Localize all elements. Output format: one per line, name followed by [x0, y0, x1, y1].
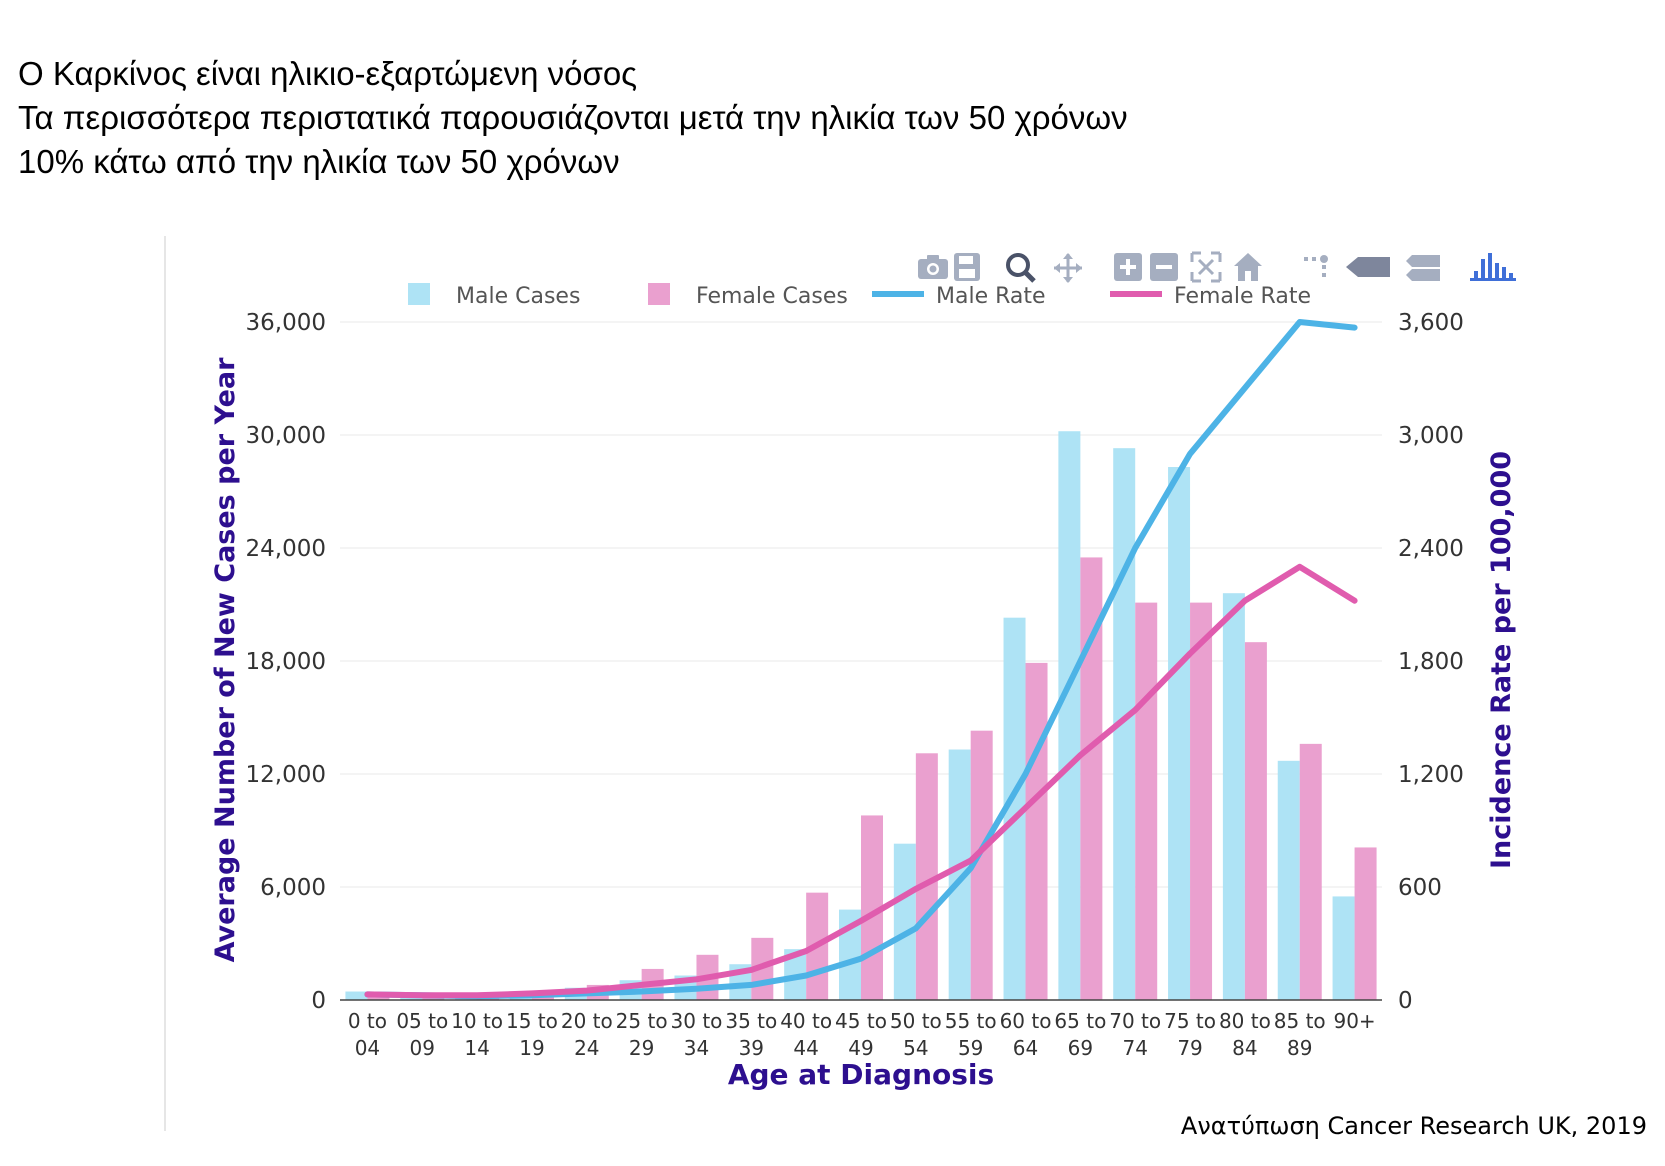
modebar — [918, 251, 1516, 283]
bar-female-cases — [1080, 557, 1103, 1000]
legend-label-female-cases: Female Cases — [696, 284, 848, 309]
legend-label-male-cases: Male Cases — [456, 284, 580, 309]
bar-female-cases — [1190, 602, 1213, 1000]
source-credit: Ανατύπωση Cancer Research UK, 2019 — [1180, 1112, 1647, 1140]
bar-male-cases — [1277, 760, 1300, 1000]
zoom-icon[interactable] — [1006, 253, 1036, 283]
camera-icon[interactable] — [918, 255, 948, 279]
bar-female-cases — [1135, 602, 1158, 1000]
x-tick-label: 55 to 59 — [945, 1009, 997, 1060]
save-icon[interactable] — [954, 253, 980, 281]
x-tick-label: 0 to 04 — [348, 1009, 387, 1060]
y-tick-label: 24,000 — [246, 536, 326, 562]
bar-female-cases — [1244, 642, 1267, 1000]
bar-male-cases — [345, 991, 368, 1000]
heading: Ο Καρκίνος είναι ηλικιο-εξαρτώμενη νόσος… — [18, 52, 1418, 184]
x-tick-label: 50 to 54 — [890, 1009, 942, 1060]
bar-male-cases — [1003, 617, 1026, 1000]
bar-female-cases — [1025, 662, 1048, 1000]
autoscale-icon[interactable] — [1190, 251, 1222, 283]
heading-line-2: Τα περισσότερα περιστατικά παρουσιάζοντα… — [18, 99, 1128, 136]
bar-female-cases — [970, 730, 993, 1000]
x-tick-label: 90+ — [1333, 1009, 1375, 1033]
y-tick-label: 36,000 — [246, 310, 326, 336]
x-tick-label: 30 to 34 — [671, 1009, 723, 1060]
y-tick-labels: 0 6,000 12,000 18,000 24,000 30,000 36,000 — [246, 310, 326, 1014]
y-tick-label: 12,000 — [246, 762, 326, 788]
bar-male-cases — [1332, 896, 1355, 1000]
y2-tick-label: 1,800 — [1398, 649, 1464, 675]
bars — [345, 431, 1377, 1000]
legend: Male Cases Female Cases Male Rate Female… — [408, 283, 1311, 309]
zoom-out-icon[interactable] — [1150, 253, 1178, 281]
bar-male-cases — [893, 843, 916, 1000]
y-tick-label: 30,000 — [246, 423, 326, 449]
bar-male-cases — [948, 749, 971, 1000]
y2-tick-label: 1,200 — [1398, 762, 1464, 788]
heading-line-1: Ο Καρκίνος είναι ηλικιο-εξαρτώμενη νόσος — [18, 55, 638, 92]
legend-swatch-male-cases — [408, 283, 430, 305]
x-tick-label: 45 to 49 — [835, 1009, 887, 1060]
zoom-in-icon[interactable] — [1114, 253, 1142, 281]
x-tick-label: 10 to 14 — [451, 1009, 503, 1060]
y-tick-label: 0 — [311, 988, 326, 1014]
y-tick-label: 18,000 — [246, 649, 326, 675]
x-tick-label: 05 to 09 — [396, 1009, 448, 1060]
left-divider — [164, 236, 166, 1131]
y2-tick-label: 3,000 — [1398, 423, 1464, 449]
y2-axis-title: Incidence Rate per 100,000 — [1486, 451, 1517, 869]
y2-tick-labels: 0 600 1,200 1,800 2,400 3,000 3,600 — [1398, 310, 1464, 1014]
legend-label-male-rate: Male Rate — [936, 284, 1046, 309]
x-tick-label: 70 to 74 — [1109, 1009, 1161, 1060]
y-axis-title: Average Number of New Cases per Year — [210, 357, 241, 963]
x-tick-label: 60 to 64 — [1000, 1009, 1052, 1060]
hover-closest-icon[interactable] — [1346, 257, 1390, 277]
plotly-logo-icon — [1470, 253, 1516, 281]
x-tick-label: 20 to 24 — [561, 1009, 613, 1060]
spike-lines-icon[interactable] — [1304, 255, 1328, 277]
x-axis-title: Age at Diagnosis — [728, 1058, 994, 1091]
y-tick-label: 6,000 — [260, 875, 326, 901]
x-tick-label: 85 to 89 — [1274, 1009, 1326, 1060]
x-tick-label: 40 to 44 — [780, 1009, 832, 1060]
legend-swatch-female-cases — [648, 283, 670, 305]
bar-male-cases — [1058, 431, 1081, 1000]
y2-tick-label: 2,400 — [1398, 536, 1464, 562]
x-tick-label: 25 to 29 — [616, 1009, 668, 1060]
pan-icon[interactable] — [1054, 253, 1082, 283]
legend-label-female-rate: Female Rate — [1174, 284, 1311, 309]
y2-tick-label: 0 — [1398, 988, 1413, 1014]
rate-lines — [364, 319, 1358, 1000]
x-tick-label: 65 to 69 — [1054, 1009, 1106, 1060]
heading-line-3: 10% κάτω από την ηλικία των 50 χρόνων — [18, 143, 620, 180]
home-icon[interactable] — [1234, 253, 1262, 281]
bar-female-cases — [915, 753, 938, 1000]
bar-male-cases — [1222, 593, 1245, 1000]
x-tick-label: 80 to 84 — [1219, 1009, 1271, 1060]
x-tick-label: 75 to 79 — [1164, 1009, 1216, 1060]
line-female-rate — [364, 563, 1358, 999]
bar-female-cases — [1299, 743, 1322, 1000]
y2-tick-label: 600 — [1398, 875, 1442, 901]
x-tick-label: 15 to 19 — [506, 1009, 558, 1060]
hover-compare-icon[interactable] — [1406, 255, 1440, 281]
x-tick-label: 35 to 39 — [725, 1009, 777, 1060]
y2-tick-label: 3,600 — [1398, 310, 1464, 336]
bar-male-cases — [1168, 467, 1191, 1000]
bar-female-cases — [1354, 847, 1377, 1000]
